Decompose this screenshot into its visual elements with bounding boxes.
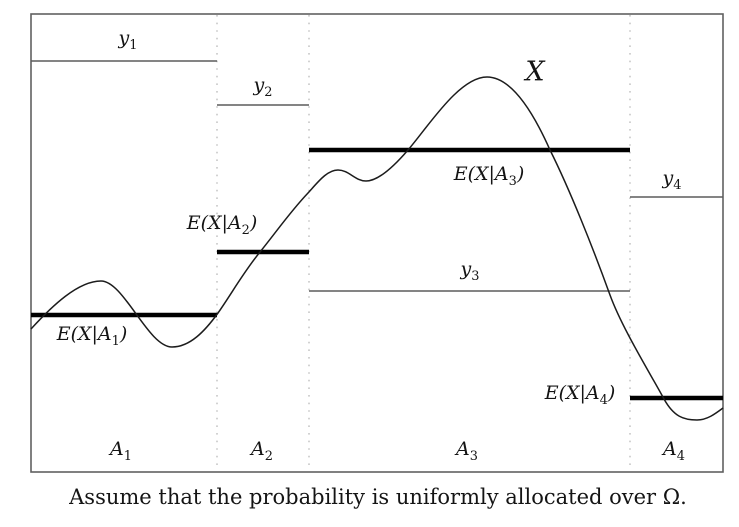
e-x-a2-label: E(X|A2) (187, 214, 258, 238)
e-x-a3-label: E(X|A3) (454, 165, 525, 189)
e-x-a3-label-suffix: ) (516, 163, 525, 186)
y4-label-sub: 4 (673, 177, 682, 193)
partition-a2-label-base: A (251, 438, 265, 461)
partition-a2-label: A2 (251, 440, 273, 464)
e-x-a1-label-sub: 1 (111, 333, 120, 349)
y3-label-sub: 3 (471, 268, 480, 284)
partition-a3-label: A3 (456, 440, 478, 464)
y1-label: y1 (119, 29, 138, 53)
e-x-a3-label-prefix: E(X|A (453, 163, 509, 186)
y3-label-base: y (460, 258, 472, 281)
omega-boundary-box (30, 13, 724, 473)
partition-a1-label-sub: 1 (123, 448, 132, 464)
partition-a4-label-sub: 4 (676, 448, 685, 464)
partition-a4-label-base: A (663, 438, 677, 461)
y2-label: y2 (254, 76, 273, 100)
e-x-a2-label-sub: 2 (241, 222, 250, 238)
e-x-a4-label-prefix: E(X|A (544, 382, 600, 405)
e-x-a1-label-prefix: E(X|A (56, 323, 112, 346)
e-x-a2-label-prefix: E(X|A (186, 212, 242, 235)
y2-label-sub: 2 (264, 84, 273, 100)
e-x-a1-label: E(X|A1) (57, 325, 128, 349)
e-x-a4-label-suffix: ) (607, 382, 616, 405)
y1-label-sub: 1 (129, 37, 138, 53)
e-x-a1-label-suffix: ) (119, 323, 128, 346)
e-x-a2-label-suffix: ) (249, 212, 258, 235)
x-curve (30, 76, 724, 421)
y3-label: y3 (461, 260, 480, 284)
partition-a1-label-base: A (110, 438, 124, 461)
partition-a2-label-sub: 2 (264, 448, 273, 464)
e-x-a3-label-sub: 3 (508, 173, 517, 189)
partition-a1-label: A1 (110, 440, 132, 464)
partition-a3-label-sub: 3 (469, 448, 478, 464)
x-curve-label: X (525, 56, 545, 88)
figure-caption: Assume that the probability is uniformly… (69, 485, 687, 509)
y2-label-base: y (253, 74, 265, 97)
y1-label-base: y (118, 27, 130, 50)
e-x-a4-label-sub: 4 (599, 392, 608, 408)
partition-a4-label: A4 (663, 440, 685, 464)
y4-label: y4 (663, 169, 682, 193)
e-x-a4-label: E(X|A4) (545, 384, 616, 408)
partition-a3-label-base: A (456, 438, 470, 461)
y4-label-base: y (662, 167, 674, 190)
